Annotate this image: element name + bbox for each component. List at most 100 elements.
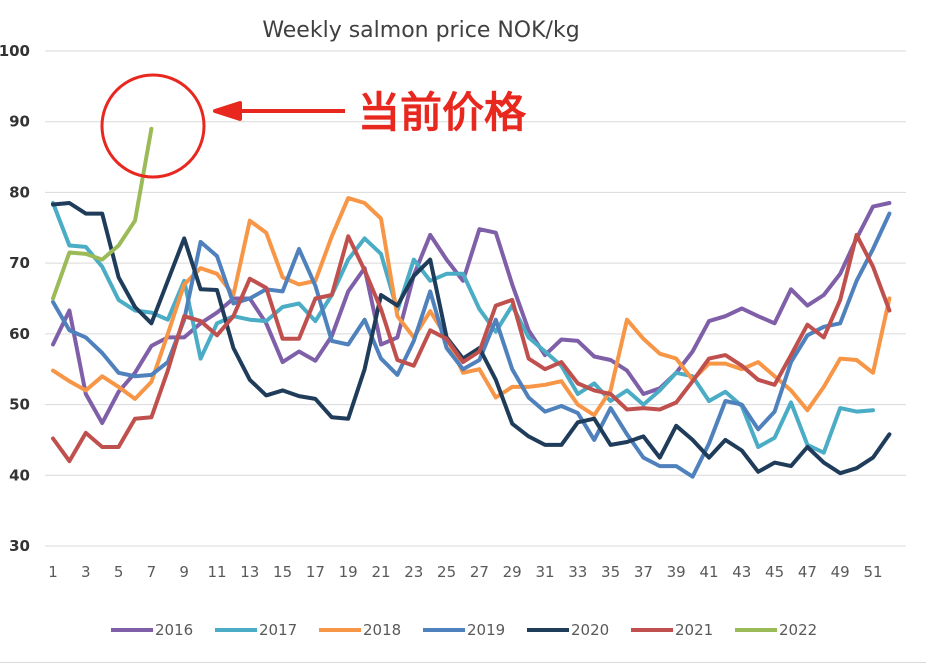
data-point: [428, 309, 432, 313]
data-point: [609, 388, 613, 392]
data-point: [379, 342, 383, 347]
data-point: [281, 289, 285, 293]
x-tick-label: 27: [470, 563, 489, 581]
data-point: [428, 328, 432, 332]
legend-label: 2017: [259, 621, 297, 639]
data-point: [740, 306, 744, 310]
data-point: [67, 459, 71, 463]
data-point: [773, 461, 777, 465]
data-point: [609, 399, 613, 403]
x-tick-label: 7: [147, 563, 157, 581]
data-point: [297, 247, 301, 251]
data-point: [510, 298, 514, 302]
data-point: [559, 337, 564, 342]
data-point: [100, 258, 104, 262]
y-tick-label: 100: [0, 42, 30, 60]
data-point: [543, 410, 547, 414]
data-point: [494, 330, 498, 334]
data-point: [625, 369, 629, 373]
data-point: [691, 475, 695, 479]
data-point: [264, 286, 268, 290]
data-point: [100, 351, 104, 355]
data-point: [887, 201, 892, 205]
data-point: [330, 415, 334, 419]
data-point: [707, 357, 711, 361]
data-point: [149, 127, 153, 131]
data-point: [855, 466, 859, 470]
data-point: [723, 399, 728, 403]
data-point: [855, 358, 859, 362]
data-point: [182, 314, 186, 318]
data-point: [576, 392, 580, 396]
data-point: [51, 436, 55, 441]
series-line-2019: [51, 211, 892, 479]
data-point: [215, 321, 219, 325]
data-point: [379, 357, 383, 361]
data-point: [84, 245, 88, 249]
data-point: [428, 258, 432, 262]
data-point: [346, 417, 350, 421]
data-point: [527, 357, 531, 361]
data-point: [527, 385, 531, 389]
data-point: [756, 470, 760, 474]
legend: 2016 2017 2018 2019 2020 2021 2022: [111, 621, 817, 639]
data-point: [248, 219, 252, 223]
data-point: [117, 390, 121, 394]
data-point: [231, 314, 235, 318]
x-tick-label: 15: [273, 563, 292, 581]
data-point: [363, 367, 367, 371]
data-point: [723, 362, 728, 366]
data-point: [445, 337, 449, 341]
data-point: [805, 445, 810, 449]
data-point: [855, 233, 859, 237]
data-point: [756, 378, 760, 382]
data-point: [576, 403, 580, 407]
x-tick-label: 47: [798, 563, 817, 581]
x-tick-label: 25: [437, 563, 456, 581]
data-point: [51, 202, 55, 207]
data-point: [297, 394, 301, 398]
data-point: [855, 410, 859, 414]
chart-title: Weekly salmon price NOK/kg: [262, 18, 579, 43]
data-point: [67, 250, 71, 255]
x-tick-label: 33: [568, 563, 587, 581]
data-point: [363, 268, 367, 272]
data-point: [67, 243, 71, 248]
data-point: [445, 272, 449, 276]
data-point: [822, 451, 826, 455]
data-point: [182, 282, 186, 286]
data-point: [346, 196, 350, 200]
data-point: [117, 298, 121, 302]
x-tick-label: 9: [179, 563, 189, 581]
data-point: [428, 279, 432, 283]
data-point: [887, 432, 892, 436]
legend-item: 2018: [319, 621, 401, 639]
data-point: [838, 471, 842, 475]
data-point: [576, 339, 580, 343]
data-point: [461, 360, 465, 364]
data-point: [149, 373, 153, 377]
data-point: [822, 385, 826, 389]
x-tick-label: 29: [503, 563, 522, 581]
data-point: [330, 293, 334, 297]
data-point: [641, 434, 646, 438]
x-axis-ticks: 1 3 5 7 9 11 13 15 17 19 21 23 25 27 29 31 33 35 37 39 41 43 4…: [48, 563, 882, 581]
data-point: [166, 279, 170, 283]
data-point: [412, 364, 416, 368]
series-2016: [51, 201, 892, 425]
data-point: [215, 254, 219, 258]
data-point: [346, 289, 350, 293]
x-tick-label: 19: [339, 563, 358, 581]
data-point: [313, 319, 317, 323]
data-point: [838, 272, 842, 276]
data-point: [248, 296, 252, 301]
data-point: [609, 392, 613, 396]
data-point: [527, 335, 531, 339]
data-point: [149, 311, 153, 315]
legend-item: 2017: [215, 621, 297, 639]
data-point: [84, 212, 88, 216]
legend-item: 2021: [631, 621, 713, 639]
data-point: [773, 321, 777, 325]
data-point: [543, 443, 547, 447]
data-point: [805, 323, 810, 327]
